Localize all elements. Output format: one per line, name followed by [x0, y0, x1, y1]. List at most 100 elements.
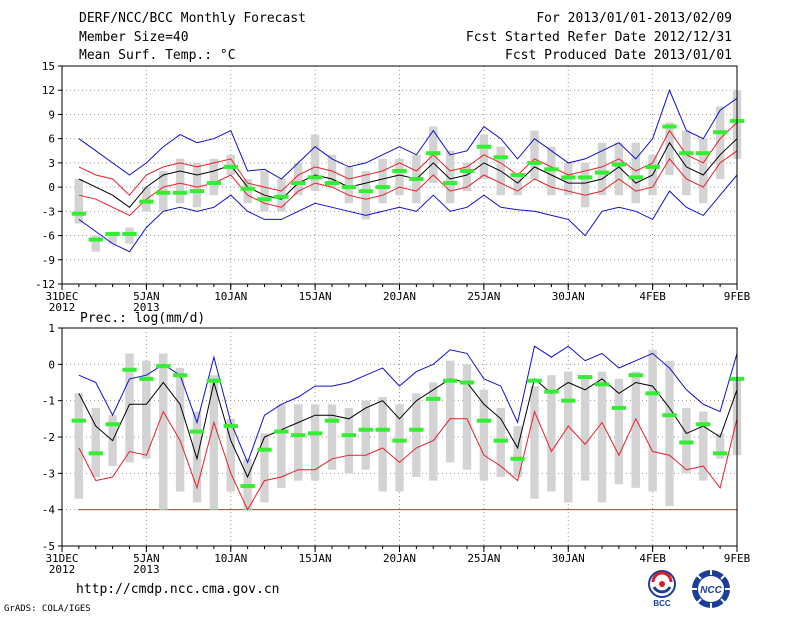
median-mark — [679, 151, 694, 156]
ncc-logo: NCC — [692, 570, 730, 608]
ensemble-box — [142, 360, 151, 459]
ensemble-box — [361, 400, 370, 470]
ensemble-box — [597, 142, 607, 196]
y-tick-label: -5 — [42, 540, 55, 553]
median-mark — [375, 427, 390, 432]
x-tick-label: 20JAN — [383, 552, 416, 565]
ensemble-box — [260, 170, 269, 212]
x-tick-label: 5JAN — [133, 552, 160, 565]
ensemble-box — [294, 162, 303, 196]
ensemble-box — [513, 426, 522, 477]
footer-url-link[interactable]: http://cmdp.ncc.cma.gov.cn — [76, 582, 280, 597]
ensemble-box — [665, 122, 674, 175]
ensemble-box — [91, 235, 100, 252]
median-mark — [409, 427, 424, 432]
median-mark — [223, 424, 238, 429]
x-tick-label: 10JAN — [214, 290, 247, 303]
ensemble-box — [445, 360, 455, 463]
median-mark — [426, 151, 441, 156]
ensemble-box — [631, 142, 640, 204]
ensemble-box — [108, 235, 117, 244]
ensemble-box — [614, 142, 624, 196]
median-mark — [409, 177, 424, 182]
median-mark — [476, 418, 492, 423]
ensemble-box — [192, 162, 202, 208]
ensemble-box — [445, 150, 455, 204]
median-mark — [358, 427, 373, 432]
ensemble-box — [91, 407, 100, 477]
y-tick-label: 0 — [48, 358, 55, 371]
median-mark — [645, 164, 660, 169]
median-mark — [493, 438, 508, 443]
median-mark — [611, 405, 627, 410]
median-mark — [172, 190, 188, 195]
ensemble-box — [547, 375, 556, 492]
ensemble-box — [209, 375, 219, 510]
median-mark — [594, 170, 610, 175]
median-mark — [274, 194, 289, 199]
median-mark — [223, 164, 238, 169]
ensemble-box — [530, 130, 539, 180]
ensemble-box — [327, 404, 337, 470]
median-mark — [274, 429, 289, 434]
median-mark — [375, 185, 390, 190]
median-mark — [324, 181, 340, 186]
y-tick-label: -3 — [42, 467, 55, 480]
inner-lower-line — [78, 410, 738, 511]
y-tick-label: 12 — [42, 84, 55, 97]
median-mark — [156, 364, 171, 369]
median-mark — [426, 396, 441, 401]
median-mark — [611, 162, 627, 167]
ensemble-box — [344, 407, 354, 474]
median-mark — [577, 175, 593, 180]
ensemble-box — [648, 349, 657, 492]
median-mark — [696, 151, 711, 156]
ensemble-box — [378, 397, 387, 492]
x-tick-year-label: 2012 — [49, 563, 76, 576]
ensemble-box — [310, 134, 320, 192]
fcst-produced-label: Fcst Produced Date 2013/01/01 — [505, 48, 732, 63]
median-mark — [712, 130, 728, 135]
median-mark — [527, 160, 542, 165]
median-mark — [88, 451, 103, 456]
outer-upper-line — [78, 88, 738, 180]
y-tick-label: -4 — [42, 504, 56, 517]
x-tick-year-label: 2012 — [49, 301, 76, 314]
ensemble-box — [631, 371, 640, 488]
x-tick-label: 31DEC — [45, 552, 78, 565]
x-tick-year-label: 2013 — [133, 301, 160, 314]
x-tick-label: 4FEB — [639, 552, 666, 565]
ensemble-mean-line — [78, 138, 738, 208]
median-mark — [307, 175, 323, 180]
ensemble-box — [462, 364, 472, 470]
median-mark — [307, 431, 323, 436]
ensemble-box — [715, 433, 725, 459]
median-mark — [189, 429, 205, 434]
x-tick-label: 9FEB — [724, 290, 751, 303]
ensemble-box — [699, 138, 708, 204]
median-mark — [459, 168, 475, 173]
ensemble-box — [226, 418, 235, 492]
inner-upper-line — [78, 122, 738, 196]
median-mark — [628, 175, 643, 180]
ensemble-box — [175, 158, 185, 204]
median-mark — [122, 231, 137, 236]
median-mark — [257, 197, 272, 202]
y-tick-label: 3 — [48, 157, 55, 170]
median-mark — [139, 376, 154, 381]
median-mark — [341, 185, 357, 190]
median-mark — [105, 231, 120, 236]
median-mark — [324, 418, 340, 423]
median-mark — [189, 189, 205, 194]
median-mark — [510, 173, 525, 177]
x-tick-label: 5JAN — [133, 290, 160, 303]
ensemble-box — [260, 433, 269, 503]
median-mark — [476, 144, 492, 149]
x-tick-label: 15JAN — [299, 552, 332, 565]
median-mark — [662, 124, 677, 129]
median-mark — [594, 382, 610, 387]
median-mark — [628, 373, 643, 378]
x-tick-label: 4FEB — [639, 290, 666, 303]
